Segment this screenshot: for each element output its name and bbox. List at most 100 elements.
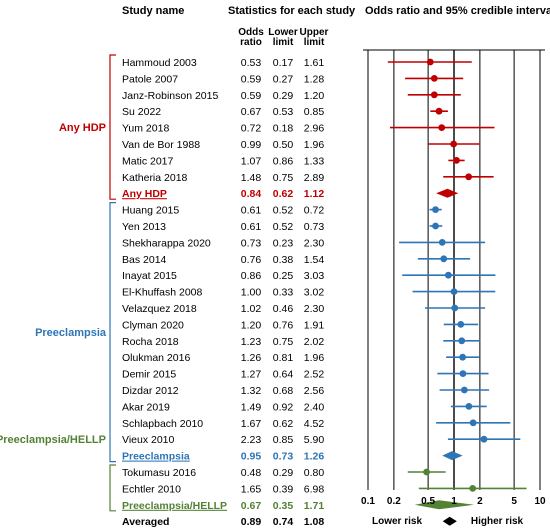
header-ratio: ratio (240, 37, 262, 48)
stat-lower: 0.75 (273, 336, 294, 348)
point-estimate (432, 206, 439, 214)
study-name: Akar 2019 (122, 401, 170, 413)
study-name: Bas 2014 (122, 254, 167, 266)
x-tick-label: 2 (477, 496, 483, 507)
point-estimate (426, 58, 434, 66)
study-name: Inayat 2015 (122, 270, 177, 282)
stat-or: 1.65 (241, 483, 262, 495)
point-estimate (450, 288, 458, 295)
point-estimate (469, 485, 477, 492)
stat-upper: 2.52 (304, 369, 325, 381)
stat-lower: 0.46 (273, 303, 294, 315)
summary-name: Preeclampsia/HELLP (122, 500, 227, 512)
point-estimate (430, 75, 438, 82)
stat-or: 0.67 (241, 500, 262, 512)
stat-upper: 1.61 (304, 57, 325, 69)
stat-upper: 1.26 (304, 451, 325, 463)
point-estimate (469, 419, 477, 427)
stat-or: 1.23 (241, 336, 262, 348)
stat-or: 0.61 (241, 205, 262, 217)
stat-lower: 0.52 (273, 205, 294, 217)
stat-or: 0.67 (241, 106, 262, 118)
stat-or: 0.84 (241, 188, 262, 200)
study-name: Velazquez 2018 (122, 303, 197, 315)
stat-or: 1.48 (241, 172, 262, 184)
stat-upper: 2.89 (304, 172, 325, 184)
header-lower-limit: limit (273, 37, 294, 48)
group-label: Preeclampsia (35, 327, 107, 339)
stat-or: 0.95 (241, 451, 262, 463)
header-lower: Lower (268, 27, 298, 38)
stat-or: 1.26 (241, 352, 262, 364)
stat-or: 0.99 (241, 139, 262, 151)
stat-lower: 0.73 (273, 451, 294, 463)
stat-or: 1.49 (241, 401, 262, 413)
stat-lower: 0.38 (273, 254, 294, 266)
point-estimate (432, 222, 439, 230)
study-rows: Hammoud 2003 0.53 0.17 1.61 Patole 2007 0.59 0… (122, 57, 324, 528)
study-name: Demir 2015 (122, 369, 176, 381)
stat-upper: 1.96 (304, 352, 325, 364)
point-estimate (453, 157, 460, 164)
x-axis-ticks: 0.1 0.2 0.5 1 2 5 10 (361, 496, 546, 507)
header-statistics: Statistics for each study (228, 5, 356, 17)
group-bracket (109, 202, 116, 463)
study-name: Janz-Robinson 2015 (122, 90, 218, 102)
header-odds: Odds (238, 27, 264, 38)
point-estimate (440, 255, 448, 263)
study-name: Shekharappa 2020 (122, 237, 211, 249)
stat-lower: 0.33 (273, 287, 294, 299)
stat-lower: 0.86 (273, 155, 294, 167)
stat-lower: 0.27 (273, 73, 294, 85)
stat-lower: 0.29 (273, 467, 294, 479)
study-name: Yen 2013 (122, 221, 166, 233)
study-name: Clyman 2020 (122, 319, 184, 331)
stat-lower: 0.81 (273, 352, 294, 364)
study-name: Katheria 2018 (122, 172, 188, 184)
study-name: Dizdar 2012 (122, 385, 179, 397)
stat-lower: 0.18 (273, 123, 294, 135)
stat-or: 0.48 (241, 467, 262, 479)
stat-or: 0.89 (241, 516, 262, 528)
stat-upper: 1.71 (304, 500, 325, 512)
stat-lower: 0.53 (273, 106, 294, 118)
study-name: Huang 2015 (122, 205, 179, 217)
study-name: Yum 2018 (122, 123, 169, 135)
stat-upper: 2.02 (304, 336, 325, 348)
stat-upper: 2.30 (304, 303, 325, 315)
x-tick-label: 1 (451, 496, 457, 507)
stat-lower: 0.23 (273, 237, 294, 249)
x-label-higher-risk: Higher risk (471, 516, 524, 527)
stat-lower: 0.92 (273, 401, 294, 413)
study-name: El-Khuffash 2008 (122, 287, 203, 299)
plot-marks (387, 58, 527, 526)
stat-lower: 0.39 (273, 483, 294, 495)
point-estimate (451, 304, 459, 312)
point-estimate (435, 107, 443, 115)
point-estimate (480, 435, 488, 443)
stat-upper: 1.91 (304, 319, 325, 331)
study-name: Schlapbach 2010 (122, 418, 203, 430)
point-estimate (458, 337, 466, 345)
x-tick-label: 10 (534, 496, 546, 507)
study-name: Patole 2007 (122, 73, 178, 85)
header-upper-limit: limit (304, 37, 325, 48)
stat-or: 1.00 (241, 287, 262, 299)
stat-or: 0.53 (241, 57, 262, 69)
overall-name: Averaged (122, 516, 169, 528)
header-plot: Odds ratio and 95% credible interval (365, 5, 550, 17)
stat-lower: 0.50 (273, 139, 294, 151)
stat-or: 0.72 (241, 123, 262, 135)
stat-upper: 2.96 (304, 123, 325, 135)
point-estimate (423, 468, 430, 476)
group-label: Preeclampsia/HELLP (0, 434, 106, 446)
overall-diamond (442, 516, 457, 526)
stat-upper: 1.08 (304, 516, 325, 528)
group-bracket (109, 464, 116, 512)
stat-upper: 0.73 (304, 221, 325, 233)
group-bracket (109, 54, 116, 200)
point-estimate (465, 173, 473, 181)
stat-upper: 1.20 (304, 90, 325, 102)
study-name: Tokumasu 2016 (122, 467, 196, 479)
